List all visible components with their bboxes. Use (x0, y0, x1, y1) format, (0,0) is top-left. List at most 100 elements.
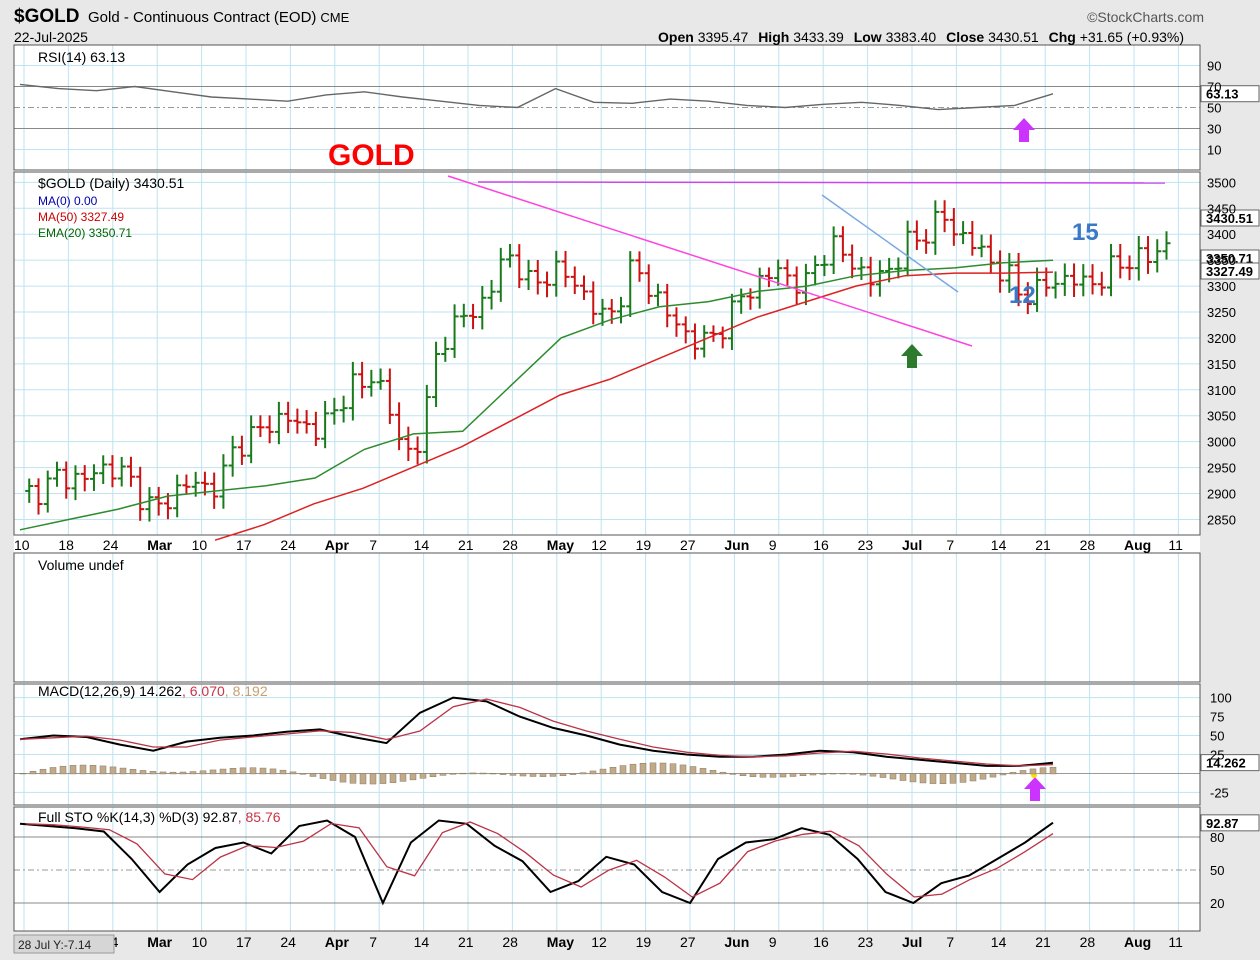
macd-hist-77 (789, 773, 797, 777)
macd-hist-9 (109, 766, 117, 775)
macd-hist-101 (1029, 768, 1037, 775)
x-tick-label-bottom-7: Apr (325, 934, 350, 950)
open-label: Open (658, 29, 694, 45)
high-value: 3433.39 (793, 29, 844, 45)
price-bar-83 (783, 259, 792, 286)
sto-tick-2: 20 (1210, 896, 1224, 911)
price-bar-103 (968, 221, 977, 256)
price-bar-4 (52, 461, 61, 487)
ohlc-readout: Open 3395.47 High 3433.39 Low 3383.40 Cl… (658, 29, 1190, 45)
panel-frame-vol (13, 552, 1201, 683)
x-tick-label-bottom-6: 24 (280, 934, 296, 950)
macd-hist-93 (949, 773, 957, 784)
price-bar-98 (922, 229, 931, 254)
price-bar-110 (1033, 267, 1042, 312)
price-badge-close: 3430.51 (1206, 211, 1253, 226)
price-bar-65 (616, 296, 625, 324)
macd-hist-33 (349, 773, 357, 784)
x-tick-label-bottom-4: 10 (192, 934, 208, 950)
sto-legend-a: Full STO %K(14,3) %D(3) 92.87 (38, 809, 238, 825)
price-bar-114 (1070, 263, 1079, 297)
price-bar-48 (459, 303, 468, 328)
macd-hist-83 (849, 773, 857, 775)
price-bar-119 (1116, 243, 1125, 279)
price-tick-8: 3100 (1207, 383, 1236, 398)
panel-frame-rsi (13, 44, 1201, 171)
price-bar-50 (478, 285, 487, 330)
price-bar-39 (376, 368, 385, 390)
macd-hist-2 (39, 768, 47, 775)
price-bar-82 (774, 259, 783, 286)
price-bar-95 (894, 257, 903, 279)
price-badge-ma50-bg (1200, 262, 1260, 280)
price-bar-54 (515, 244, 524, 289)
price-bar-112 (1051, 271, 1060, 299)
macd-hist-34 (359, 773, 367, 785)
macd-hist-71 (729, 773, 737, 775)
macd-hist-8 (99, 765, 107, 775)
chart-date: 22-Jul-2025 (14, 29, 88, 45)
cursor-readout-bg (13, 934, 115, 954)
price-bar-53 (506, 243, 515, 268)
price-tick-10: 3000 (1207, 435, 1236, 450)
x-tick-label-top-15: 27 (680, 537, 696, 553)
price-legend-title: $GOLD (Daily) 3430.51 (38, 175, 185, 191)
macd-hist-47 (489, 773, 497, 775)
macd-hist-63 (649, 762, 657, 775)
x-tick-label-top-23: 21 (1035, 537, 1051, 553)
price-bar-10 (108, 455, 117, 488)
macd-hist-29 (309, 773, 317, 777)
macd-tick-2: 50 (1210, 729, 1224, 744)
price-bar-29 (284, 401, 293, 434)
macd-hist-94 (959, 773, 967, 783)
price-badge-ma50: 3327.49 (1206, 264, 1253, 279)
price-bar-59 (561, 250, 570, 288)
price-bar-5 (62, 461, 71, 499)
macd-hist-48 (499, 773, 507, 775)
price-bar-26 (256, 415, 265, 438)
price-bar-99 (931, 200, 940, 255)
price-tick-11: 2950 (1207, 461, 1236, 476)
sto-d-line (25, 821, 1054, 898)
cursor-readout: 28 Jul Y:-7.14 (18, 938, 91, 952)
price-bar-57 (543, 271, 552, 298)
price-bar-118 (1107, 243, 1116, 297)
macd-hist-4 (59, 765, 67, 775)
price-tick-4: 3300 (1207, 279, 1236, 294)
macd-badge: 14.262 (1206, 756, 1246, 771)
price-bar-76 (718, 326, 727, 349)
price-legend-ma50: MA(50) 3327.49 (38, 210, 124, 224)
x-tick-label-bottom-11: 28 (502, 934, 518, 950)
macd-hist-18 (199, 770, 207, 775)
price-tick-5: 3250 (1207, 305, 1236, 320)
trendline-down (447, 175, 973, 347)
x-tick-label-bottom-22: 14 (991, 934, 1007, 950)
price-bar-14 (145, 487, 154, 522)
price-bar-93 (875, 260, 884, 297)
price-bar-35 (339, 395, 348, 423)
macd-hist-95 (969, 773, 977, 782)
macd-hist-88 (899, 773, 907, 781)
price-bar-24 (237, 435, 246, 465)
macd-hist-73 (749, 773, 757, 777)
macd-hist-10 (119, 767, 127, 775)
price-bar-97 (912, 220, 921, 250)
price-bar-36 (348, 361, 357, 421)
price-bar-15 (154, 486, 163, 516)
price-bar-37 (358, 361, 367, 399)
x-tick-label-top-1: 18 (58, 537, 74, 553)
low-label: Low (853, 29, 882, 45)
macd-hist-24 (259, 767, 267, 775)
x-tick-label-top-19: 23 (858, 537, 874, 553)
macd-hist-15 (169, 771, 177, 775)
macd-hist-67 (689, 766, 697, 775)
macd-hist-26 (279, 769, 287, 775)
price-bar-116 (1088, 264, 1097, 295)
price-bar-49 (469, 303, 478, 330)
price-bar-52 (496, 247, 505, 302)
price-bar-77 (727, 293, 736, 350)
price-bar-66 (626, 251, 635, 317)
macd-tick-4: -25 (1210, 785, 1229, 800)
macd-hist-97 (989, 773, 997, 778)
x-tick-label-top-8: 7 (369, 537, 377, 553)
